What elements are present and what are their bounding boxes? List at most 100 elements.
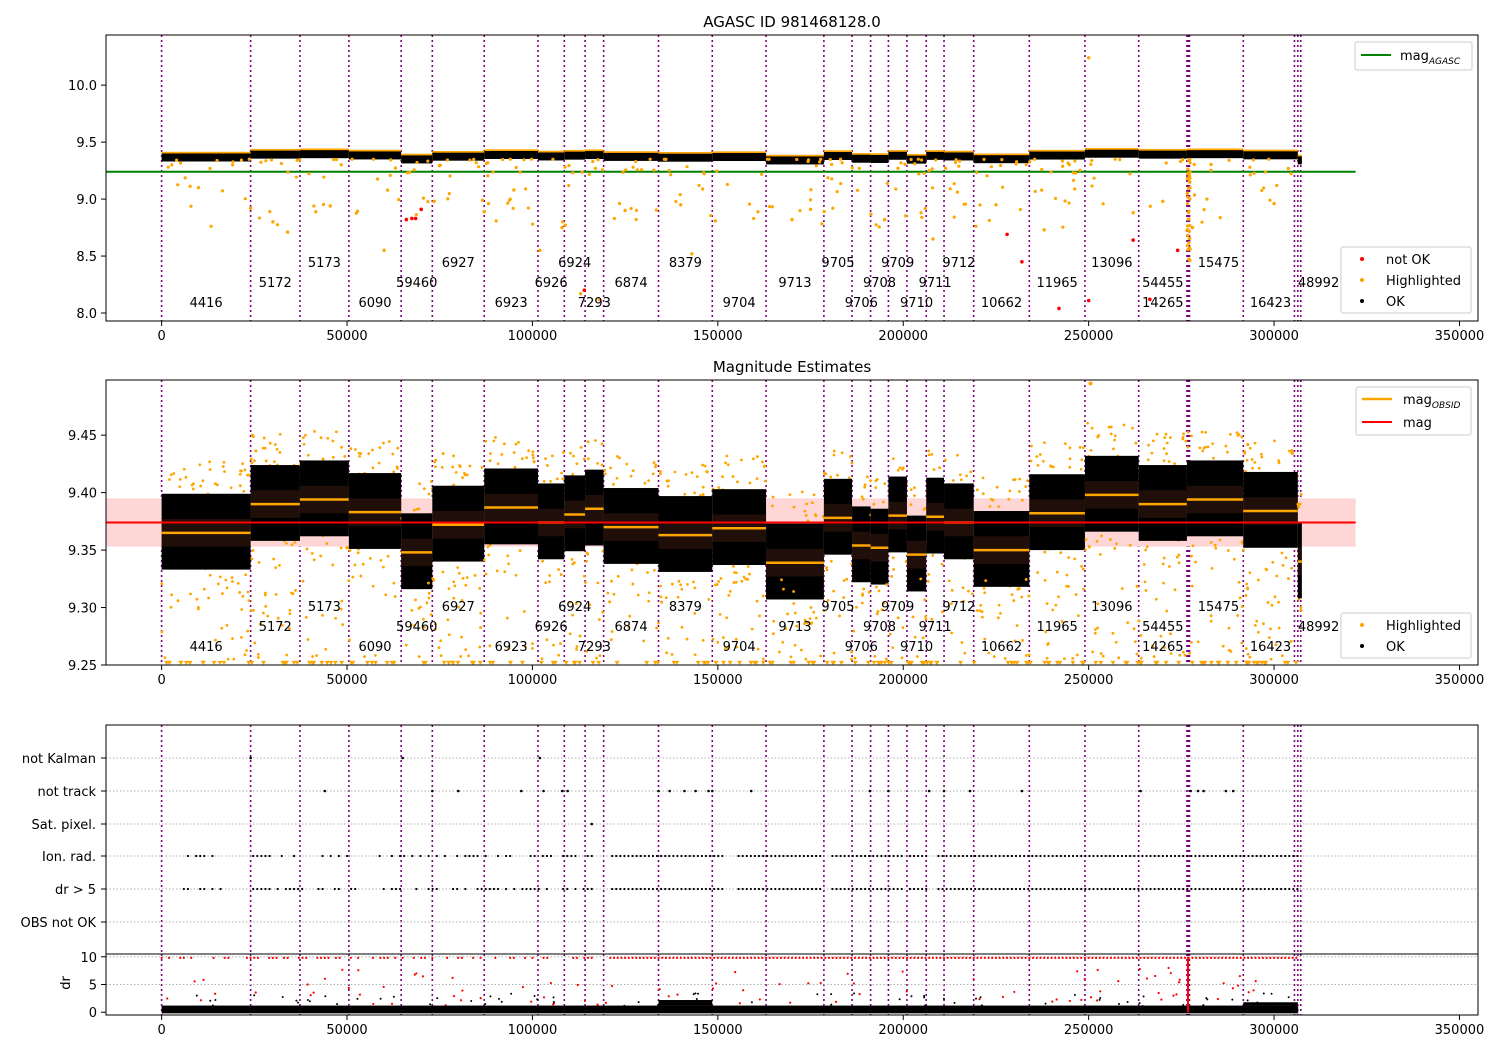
flag-point (1210, 854, 1213, 858)
highlighted-point (629, 206, 633, 211)
flag-point (994, 887, 997, 891)
legend-ok-2: OK (1386, 640, 1405, 655)
highlighted-point (1036, 463, 1040, 467)
obsid-label: 9713 (778, 620, 811, 635)
highlighted-point (862, 587, 866, 591)
highlighted-point (264, 459, 268, 463)
highlighted-point (709, 213, 713, 218)
dr-point (1142, 995, 1145, 998)
dr-clipped-point (1124, 956, 1127, 959)
highlighted-point (387, 440, 391, 443)
dr-clipped-point (412, 956, 415, 959)
highlighted-point (298, 158, 302, 162)
highlighted-point (488, 459, 492, 462)
highlighted-point (1040, 188, 1044, 192)
dr-clipped-point (1128, 956, 1131, 959)
flag-point (1186, 887, 1189, 891)
highlighted-point (609, 638, 613, 642)
flag-point (778, 887, 781, 891)
dr-clipped-point (965, 956, 968, 959)
clipped-point-marker (1262, 660, 1268, 665)
highlighted-point (721, 636, 725, 639)
highlighted-point (659, 470, 662, 473)
flag-point (1067, 887, 1071, 891)
highlighted-point (867, 590, 871, 594)
flag-point (1279, 854, 1283, 858)
flag-point (1275, 854, 1279, 858)
highlighted-point (500, 453, 504, 456)
highlighted-point (273, 443, 277, 446)
highlighted-point (763, 464, 767, 468)
highlighted-point (636, 593, 640, 597)
highlighted-point (1248, 165, 1252, 169)
highlighted-point (1040, 167, 1044, 172)
highlighted-point (1238, 596, 1242, 600)
highlighted-point (1144, 548, 1147, 552)
highlighted-point (1120, 587, 1124, 590)
highlighted-point (685, 165, 689, 169)
highlighted-point (218, 575, 222, 579)
clipped-point-marker (927, 660, 933, 665)
flag-point (937, 854, 940, 858)
flag-point (456, 789, 460, 793)
highlighted-point (1018, 490, 1021, 493)
highlighted-point (275, 223, 280, 227)
highlighted-point (1082, 587, 1085, 591)
flag-point (1239, 887, 1242, 891)
highlighted-point (659, 595, 663, 599)
highlighted-point (719, 577, 723, 580)
highlighted-point (810, 621, 814, 625)
flag-point (199, 887, 202, 891)
flag-point (819, 854, 822, 858)
highlighted-point (501, 157, 505, 162)
highlighted-point (285, 541, 288, 545)
obsid-label: 15475 (1198, 256, 1239, 271)
highlighted-point (1151, 644, 1154, 648)
highlighted-point (244, 573, 248, 577)
flag-point (292, 887, 296, 891)
highlighted-point (1091, 650, 1095, 654)
highlighted-point (531, 222, 535, 226)
flag-point (945, 854, 948, 858)
highlighted-point (397, 198, 401, 202)
highlighted-point (805, 502, 808, 506)
highlighted-point (349, 447, 353, 451)
obsid-label: 10662 (981, 640, 1022, 655)
highlighted-point (445, 158, 450, 162)
flag-point (1288, 887, 1291, 891)
dr-point (470, 1000, 473, 1003)
dr-clipped-point (805, 956, 808, 959)
highlighted-point (996, 616, 1000, 620)
highlighted-point (1260, 452, 1263, 456)
highlighted-point (322, 175, 326, 179)
flag-point (611, 854, 614, 858)
flag-point (1145, 887, 1148, 891)
dr-clipped-point (616, 956, 619, 959)
flag-point (916, 854, 920, 858)
dr-clipped-point (1176, 956, 1179, 959)
highlighted-point (909, 503, 913, 507)
flag-point (1010, 887, 1013, 891)
highlighted-point (373, 654, 377, 657)
highlighted-point (956, 453, 959, 457)
dr-outlier-point (461, 989, 464, 992)
flag-point (660, 887, 663, 891)
highlighted-point (1191, 544, 1195, 548)
highlighted-point (178, 485, 182, 489)
highlighted-point (395, 467, 399, 470)
highlighted-point (208, 468, 212, 472)
highlighted-point (307, 172, 311, 176)
flag-point (533, 854, 536, 858)
highlighted-point (920, 215, 924, 219)
dr-outlier-point (254, 991, 257, 994)
dr-clipped-point (316, 956, 319, 959)
highlighted-point (1077, 614, 1080, 618)
highlighted-point (561, 477, 565, 481)
highlighted-point (647, 591, 651, 595)
dr-outlier-point (1055, 998, 1058, 1001)
dr-clipped-point (891, 956, 894, 959)
clipped-point-marker (871, 660, 877, 665)
dr-clipped-point (383, 956, 386, 959)
highlighted-point (230, 576, 234, 579)
highlighted-point (382, 565, 385, 569)
